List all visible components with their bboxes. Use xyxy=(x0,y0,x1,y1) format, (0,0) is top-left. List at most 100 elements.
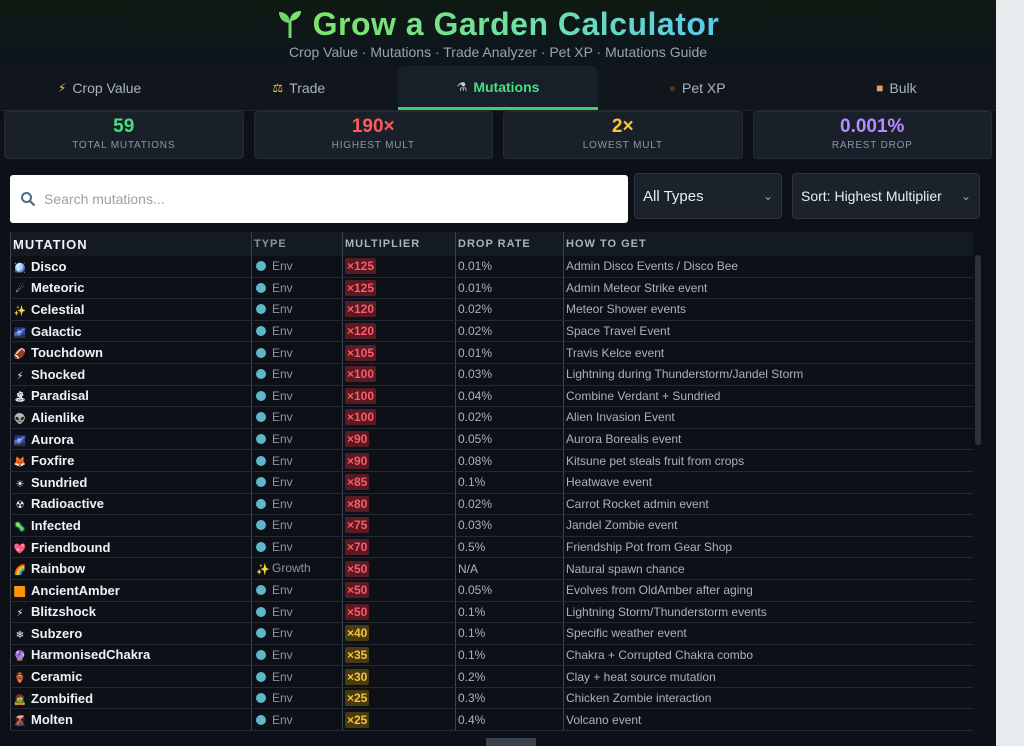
table-row[interactable]: 🌌 Aurora Env ×90 0.05% Aurora Borealis event xyxy=(10,428,973,451)
col-type[interactable]: TYPE xyxy=(251,232,343,256)
multiplier-cell: ×120 xyxy=(342,298,456,321)
table-header-row: MUTATION TYPE MULTIPLIER DROP RATE HOW T… xyxy=(10,232,973,256)
mutations-table-container[interactable]: MUTATION TYPE MULTIPLIER DROP RATE HOW T… xyxy=(10,232,975,746)
tab-bulk[interactable]: ■ Bulk xyxy=(797,66,996,110)
sort-select[interactable]: Sort: Highest Multiplier ⌄ xyxy=(792,173,980,219)
col-multiplier[interactable]: MULTIPLIER xyxy=(342,232,456,256)
table-row[interactable]: 🌈 Rainbow ✨ Growth ×50 N/A Natural spawn chanc… xyxy=(10,557,973,580)
type-label: Env xyxy=(272,496,293,511)
table-row[interactable]: 🏈 Touchdown Env ×105 0.01% Travis Kelce event xyxy=(10,341,973,364)
col-mutation[interactable]: MUTATION xyxy=(10,232,252,256)
table-row[interactable]: 🏺 Ceramic Env ×30 0.2% Clay + heat source mut… xyxy=(10,665,973,688)
table-row[interactable]: 🔮 HarmonisedChakra Env ×35 0.1% Chakra + Corr… xyxy=(10,644,973,667)
table-row[interactable]: 🏝 Paradisal Env ×100 0.04% Combine Verdant + … xyxy=(10,385,973,408)
multiplier-cell: ×50 xyxy=(342,601,456,624)
mutation-cell: ❄ Subzero xyxy=(10,622,252,645)
zombie-icon: 🧟 xyxy=(13,694,27,706)
search-input[interactable] xyxy=(42,190,606,208)
mutation-name: Rainbow xyxy=(31,561,86,577)
mutation-name: Alienlike xyxy=(31,409,85,425)
table-row[interactable]: 🪩 Disco Env ×125 0.01% Admin Disco Events / D… xyxy=(10,256,973,278)
multiplier-badge: ×105 xyxy=(345,344,377,361)
mutation-cell: ✨ Celestial xyxy=(10,298,252,321)
mutation-cell: ⚡ Shocked xyxy=(10,363,252,386)
sun-icon: ☀ xyxy=(15,478,25,490)
table-row[interactable]: 🟧 AncientAmber Env ×50 0.05% Evolves from Old… xyxy=(10,579,973,602)
multiplier-badge: ×25 xyxy=(345,711,370,728)
multiplier-badge: ×40 xyxy=(345,625,370,642)
lightning-icon: ⚡ xyxy=(16,370,24,382)
mutation-name: Ceramic xyxy=(31,669,83,685)
table-row[interactable]: 🌋 Molten Env ×25 0.4% Volcano event xyxy=(10,708,973,732)
mutation-cell: 🦠 Infected xyxy=(10,514,252,537)
table-row[interactable]: ⚡ Shocked Env ×100 0.03% Lightning during Thu… xyxy=(10,363,973,386)
table-row[interactable]: ❄ Subzero Env ×40 0.1% Specific weather event xyxy=(10,622,973,645)
table-row[interactable]: ⚡ Blitzshock Env ×50 0.1% Lightning Storm/Thu… xyxy=(10,601,973,624)
how-to-get-cell: Friendship Pot from Gear Shop xyxy=(563,536,973,559)
how-to-get-cell: Volcano event xyxy=(563,708,973,732)
table-row[interactable]: ☄ Meteoric Env ×125 0.01% Admin Meteor Strike… xyxy=(10,277,973,300)
search-box[interactable] xyxy=(10,175,628,223)
mutation-cell: 🔮 HarmonisedChakra xyxy=(10,644,252,667)
title-text: Grow a Garden Calculator xyxy=(312,5,720,42)
drop-rate-cell: 0.05% xyxy=(455,579,564,602)
table-row[interactable]: ✨ Celestial Env ×120 0.02% Meteor Shower even… xyxy=(10,298,973,321)
how-to-get-cell: Combine Verdant + Sundried xyxy=(563,385,973,408)
type-cell: Env xyxy=(251,385,343,408)
tab-mutations[interactable]: ⚗ Mutations xyxy=(398,66,598,110)
type-label: Env xyxy=(272,410,293,425)
stat-value: 0.001% xyxy=(840,116,905,137)
table-scrollbar[interactable] xyxy=(975,255,981,445)
mutation-name: Aurora xyxy=(31,431,74,447)
tab-trade[interactable]: ⚖ Trade xyxy=(199,66,398,110)
how-to-get-cell: Kitsune pet steals fruit from crops xyxy=(563,449,973,472)
col-drop-rate[interactable]: DROP RATE xyxy=(455,232,564,256)
mutation-cell: ☄ Meteoric xyxy=(10,277,252,300)
mutation-name: Sundried xyxy=(31,474,88,490)
table-row[interactable]: ☢ Radioactive Env ×80 0.02% Carrot Rocket adm… xyxy=(10,493,973,516)
stat-value: 2× xyxy=(611,116,634,137)
alien-icon: 👽 xyxy=(13,413,27,425)
globe-icon xyxy=(256,390,266,401)
mutation-name: Paradisal xyxy=(31,388,89,404)
type-label: Env xyxy=(272,712,293,727)
multiplier-badge: ×50 xyxy=(345,560,370,577)
tab-crop-value[interactable]: ⚡ Crop Value xyxy=(0,66,199,110)
multiplier-badge: ×100 xyxy=(345,409,377,426)
table-row[interactable]: 💖 Friendbound Env ×70 0.5% Friendship Pot fro… xyxy=(10,536,973,559)
type-cell: ✨ Growth xyxy=(251,557,343,580)
mutation-name: AncientAmber xyxy=(31,582,120,598)
type-cell: Env xyxy=(251,406,343,429)
type-label: Env xyxy=(272,324,293,339)
multiplier-badge: ×35 xyxy=(345,646,370,663)
multiplier-badge: ×100 xyxy=(345,366,377,383)
type-label: Env xyxy=(272,302,293,317)
multiplier-cell: ×30 xyxy=(342,665,456,688)
stat-label: HIGHEST MULT xyxy=(331,140,415,151)
table-row[interactable]: 🦊 Foxfire Env ×90 0.08% Kitsune pet steals fr… xyxy=(10,449,973,472)
mutation-cell: ⚡ Blitzshock xyxy=(10,601,252,624)
multiplier-cell: ×70 xyxy=(342,536,456,559)
table-row[interactable]: 🦠 Infected Env ×75 0.03% Jandel Zombie event xyxy=(10,514,973,537)
type-label: Env xyxy=(272,518,293,533)
rainbow-icon: 🌈 xyxy=(13,565,27,577)
table-row[interactable]: ☀ Sundried Env ×85 0.1% Heatwave event xyxy=(10,471,973,494)
how-to-get-cell: Chakra + Corrupted Chakra combo xyxy=(563,644,973,667)
stat-label: RAREST DROP xyxy=(831,140,913,151)
type-cell: Env xyxy=(251,708,343,732)
how-to-get-cell: Chicken Zombie interaction xyxy=(563,687,973,710)
table-row[interactable]: 🌌 Galactic Env ×120 0.02% Space Travel Event xyxy=(10,320,973,343)
col-how-to-get[interactable]: HOW TO GET xyxy=(563,232,973,256)
tab-pet-xp[interactable]: ● Pet XP xyxy=(598,66,797,110)
globe-icon xyxy=(256,369,266,380)
multiplier-cell: ×80 xyxy=(342,493,456,516)
globe-icon xyxy=(256,542,266,553)
how-to-get-cell: Clay + heat source mutation xyxy=(563,665,973,688)
mutation-cell: 🪩 Disco xyxy=(10,256,252,278)
mutation-cell: 💖 Friendbound xyxy=(10,536,252,559)
type-filter-select[interactable]: All Types ⌄ xyxy=(634,173,782,219)
table-row[interactable]: 🧟 Zombified Env ×25 0.3% Chicken Zombie inter… xyxy=(10,687,973,710)
drop-rate-cell: 0.04% xyxy=(455,385,564,408)
snowflake-icon: ❄ xyxy=(15,629,25,641)
table-row[interactable]: 👽 Alienlike Env ×100 0.02% Alien Invasion Eve… xyxy=(10,406,973,429)
